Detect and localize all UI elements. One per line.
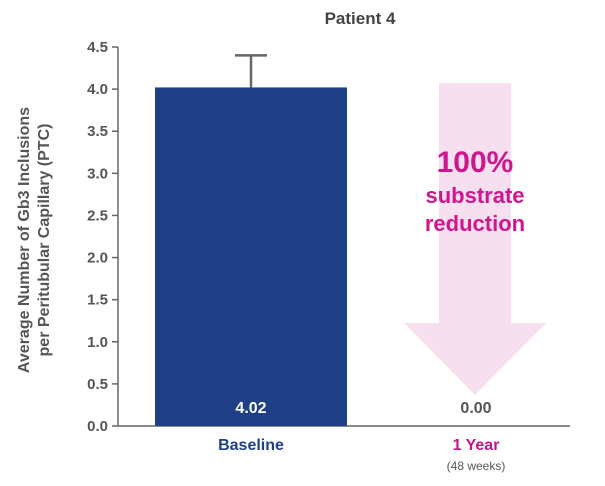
y-tick-label: 2.0 [87, 250, 108, 267]
value-label: 0.00 [460, 400, 491, 417]
y-ticks: 0.0 0.5 1.0 1.5 2.0 2.5 3.0 3.5 4.0 4.5 [87, 39, 118, 435]
y-axis-label-line-2: per Peritubular Capillary (PTC) [36, 124, 53, 357]
value-label: 4.02 [235, 400, 266, 417]
annotation-line-3: reduction [425, 211, 525, 236]
y-tick-label: 1.5 [87, 292, 108, 309]
category-sublabel: (48 weeks) [447, 459, 506, 473]
y-tick-label: 3.5 [87, 123, 108, 140]
annotation-line-2: substrate [425, 183, 524, 208]
category-labels: Baseline 1 Year (48 weeks) [218, 437, 505, 473]
y-tick-label: 4.0 [87, 81, 108, 98]
y-tick-label: 4.5 [87, 39, 108, 56]
category-label: Baseline [218, 437, 284, 454]
bar-baseline [155, 87, 347, 426]
value-labels: 4.02 0.00 [235, 400, 491, 417]
error-bars [235, 54, 267, 88]
y-axis-label-line-1: Average Number of Gb3 Inclusions [16, 107, 33, 373]
reduction-annotation: 100% substrate reduction [425, 146, 525, 236]
chart-title: Patient 4 [325, 9, 396, 28]
y-axis-label: Average Number of Gb3 Inclusions per Per… [16, 107, 53, 373]
annotation-line-1: 100% [437, 146, 514, 179]
y-tick-label: 0.5 [87, 376, 108, 393]
reduction-arrow [404, 83, 546, 395]
y-tick-label: 2.5 [87, 207, 108, 224]
bars [155, 87, 347, 426]
y-tick-label: 3.0 [87, 165, 108, 182]
category-label: 1 Year [453, 437, 500, 454]
y-tick-label: 0.0 [87, 418, 108, 435]
y-tick-label: 1.0 [87, 334, 108, 351]
